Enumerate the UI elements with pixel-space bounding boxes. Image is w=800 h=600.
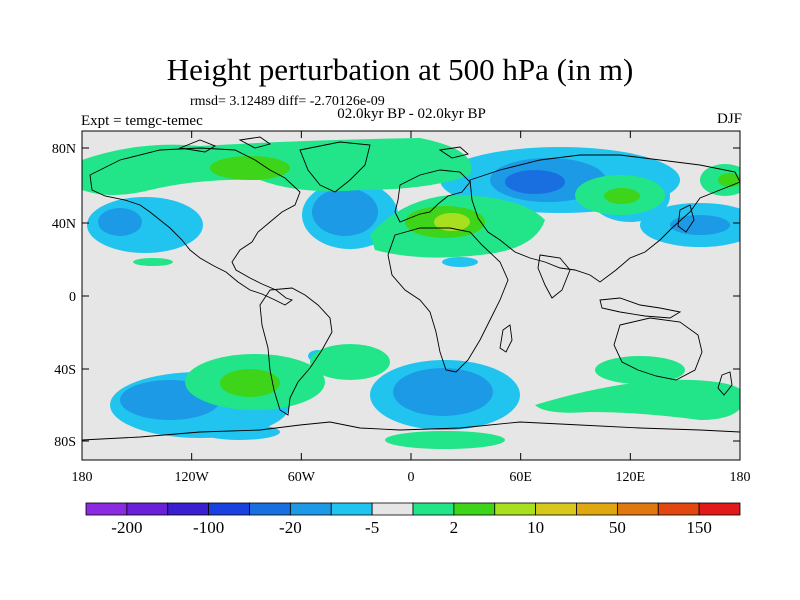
coastline-arctic-islands (178, 136, 469, 159)
colorbar (85, 502, 741, 516)
coastline-europe (394, 169, 471, 223)
contour-green-core (220, 369, 280, 397)
contour-green-core (718, 173, 740, 187)
colorbar-swatch (126, 502, 169, 516)
coastline-india (537, 254, 571, 299)
colorbar-swatch (616, 502, 659, 516)
colorbar-swatch (249, 502, 291, 516)
coastline-north-america (89, 147, 301, 306)
coastlines (82, 136, 740, 441)
contour-green-zone (82, 164, 118, 188)
contour-blue-core (670, 215, 730, 235)
lon-label: 0 (408, 470, 415, 485)
coastline-africa (387, 227, 509, 373)
colorbar-swatch (576, 502, 618, 516)
coastline-madagascar (499, 324, 513, 353)
colorbar-swatch (412, 502, 455, 516)
colorbar-label: 150 (686, 518, 712, 537)
contour-green-zone (535, 379, 740, 420)
colorbar-label: 10 (527, 518, 544, 537)
contour-blue-core (393, 368, 493, 416)
lon-label: 180 (72, 470, 93, 485)
period-text: 02.0kyr BP - 02.0kyr BP (337, 106, 486, 122)
colorbar-swatch (494, 502, 537, 516)
longitude-axis: 180 120W 60W 0 60E 120E 180 (72, 131, 751, 485)
coastline-greenland (299, 141, 371, 193)
contour-blue-core (98, 208, 142, 236)
coastline-south-america (259, 287, 333, 416)
colorbar-swatch (85, 502, 128, 516)
contour-blue-zone (200, 424, 280, 440)
latitude-axis: 80N 40N 0 40S 80S (52, 142, 740, 450)
lat-label: 80N (52, 142, 76, 157)
colorbar-swatch (453, 502, 496, 516)
colorbar-labels: -200 -100 -20 -5 2 10 50 150 (111, 518, 712, 537)
season-label: DJF (716, 111, 742, 127)
colorbar-label: -20 (279, 518, 302, 537)
lon-label: 180 (730, 470, 751, 485)
contour-blue-core (312, 188, 378, 236)
colorbar-label: 2 (450, 518, 459, 537)
colorbar-label: 50 (609, 518, 626, 537)
lon-label: 60W (288, 470, 316, 485)
colorbar-label: -100 (193, 518, 224, 537)
colorbar-swatch (371, 502, 414, 516)
colorbar-swatch (208, 502, 250, 516)
colorbar-label: -5 (365, 518, 379, 537)
colorbar-swatch (535, 502, 577, 516)
colorbar-label: -200 (111, 518, 142, 537)
contour-fields (82, 138, 740, 449)
coastline-australia (613, 317, 703, 381)
lat-label: 80S (54, 435, 76, 450)
colorbar-swatch (289, 502, 332, 516)
contour-blue-zone (442, 257, 478, 267)
coastline-antarctica (82, 421, 740, 441)
coastline-asia (469, 154, 740, 283)
chart-title: Height perturbation at 500 hPa (in m) (166, 52, 634, 87)
coastline-new-zealand (717, 371, 733, 396)
lon-label: 60E (509, 470, 532, 485)
contour-green-zone (133, 258, 173, 266)
contour-green-zone (385, 431, 505, 449)
colorbar-swatch (330, 502, 373, 516)
coastline-japan (677, 204, 695, 233)
lat-label: 0 (69, 290, 76, 305)
contour-green-core (604, 188, 640, 204)
lon-label: 120E (616, 470, 646, 485)
contour-green-zone (310, 344, 390, 380)
contour-green-zone (595, 356, 685, 384)
colorbar-swatch (167, 502, 210, 516)
experiment-label: Expt = temgc-temec (81, 113, 203, 129)
contour-blue-core (505, 170, 565, 194)
lon-label: 120W (175, 470, 210, 485)
contour-green-core (210, 156, 290, 180)
colorbar-swatch (698, 502, 741, 516)
stats-text: rmsd= 3.12489 diff= -2.70126e-09 (190, 94, 385, 109)
lat-label: 40N (52, 217, 76, 232)
contour-green-core (434, 213, 470, 231)
coastline-indonesia (599, 297, 682, 319)
colorbar-swatch (657, 502, 700, 516)
lat-label: 40S (54, 363, 76, 378)
